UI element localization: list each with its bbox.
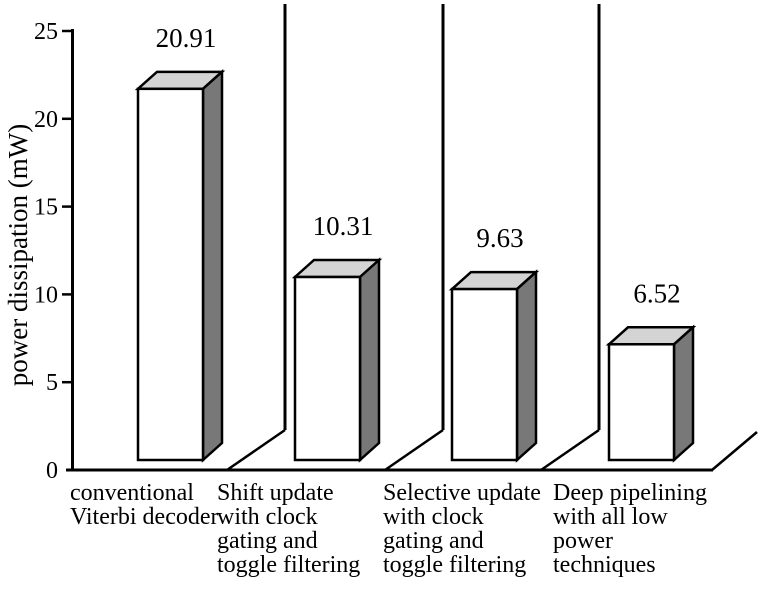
bar-side-face [358,257,381,463]
category-label-line: power [553,528,613,554]
bar [605,324,697,463]
bar-value-label: 6.52 [633,278,680,308]
bar-front-face [450,287,519,462]
category-label-line: with clock [217,504,318,530]
bar-front-face [607,343,676,462]
bar [291,257,383,463]
y-tick-label: 10 [34,282,58,308]
category-label-line: Deep pipelining [553,480,707,506]
y-tick-label: 5 [46,370,58,396]
bar [134,69,226,463]
panel-separator-floor-edge [540,428,600,472]
bar-front-face [293,275,362,462]
bar-value-labels: 20.91 10.31 9.63 6.52 [156,23,681,308]
category-label-line: with clock [383,504,484,530]
category-label-line: conventional [70,480,194,506]
category-label-line: toggle filtering [383,552,526,578]
y-axis-title: power dissipation (mW) [3,124,33,386]
bar-value-label: 20.91 [156,23,217,53]
bar-front-face [136,87,205,462]
bar [448,269,540,463]
panel-separator-floor-edge [226,428,286,472]
panel-separator-floor-edge [384,428,444,472]
category-label-line: gating and [383,528,484,554]
y-tick-label: 20 [34,107,58,133]
y-tick-label: 0 [46,458,58,484]
bar-value-label: 10.31 [313,211,374,241]
floor-right-edge [711,431,758,471]
category-label-line: techniques [553,552,656,578]
axes [62,29,758,472]
y-tick-label: 15 [34,195,58,221]
bars [134,69,697,463]
bar-side-face [515,269,538,463]
category-label-line: Selective update [383,480,541,506]
panel-separators [226,4,601,472]
y-tick-labels: 0 5 10 15 20 25 [34,19,58,484]
category-label-line: gating and [217,528,318,554]
category-label-line: toggle filtering [217,552,360,578]
bar-value-label: 9.63 [476,223,523,253]
bar-side-face [201,69,224,463]
category-label-line: Viterbi decoder [70,504,219,530]
category-label-line: with all low [553,504,668,530]
y-tick-label: 25 [34,19,58,45]
category-label-line: Shift update [217,480,334,506]
bar-side-face [672,324,695,463]
